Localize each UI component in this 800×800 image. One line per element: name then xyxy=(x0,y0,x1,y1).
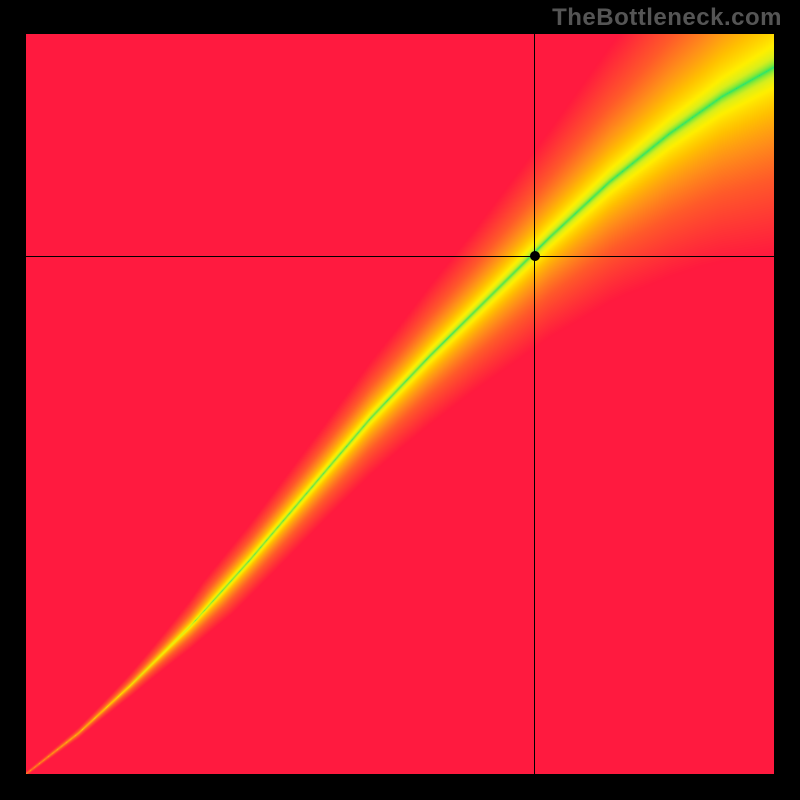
crosshair-horizontal xyxy=(26,256,774,257)
heatmap-canvas xyxy=(26,34,774,774)
crosshair-marker xyxy=(530,251,540,261)
heatmap-plot xyxy=(26,34,774,774)
crosshair-vertical xyxy=(534,34,535,774)
root: TheBottleneck.com xyxy=(0,0,800,800)
watermark-text: TheBottleneck.com xyxy=(552,4,782,32)
